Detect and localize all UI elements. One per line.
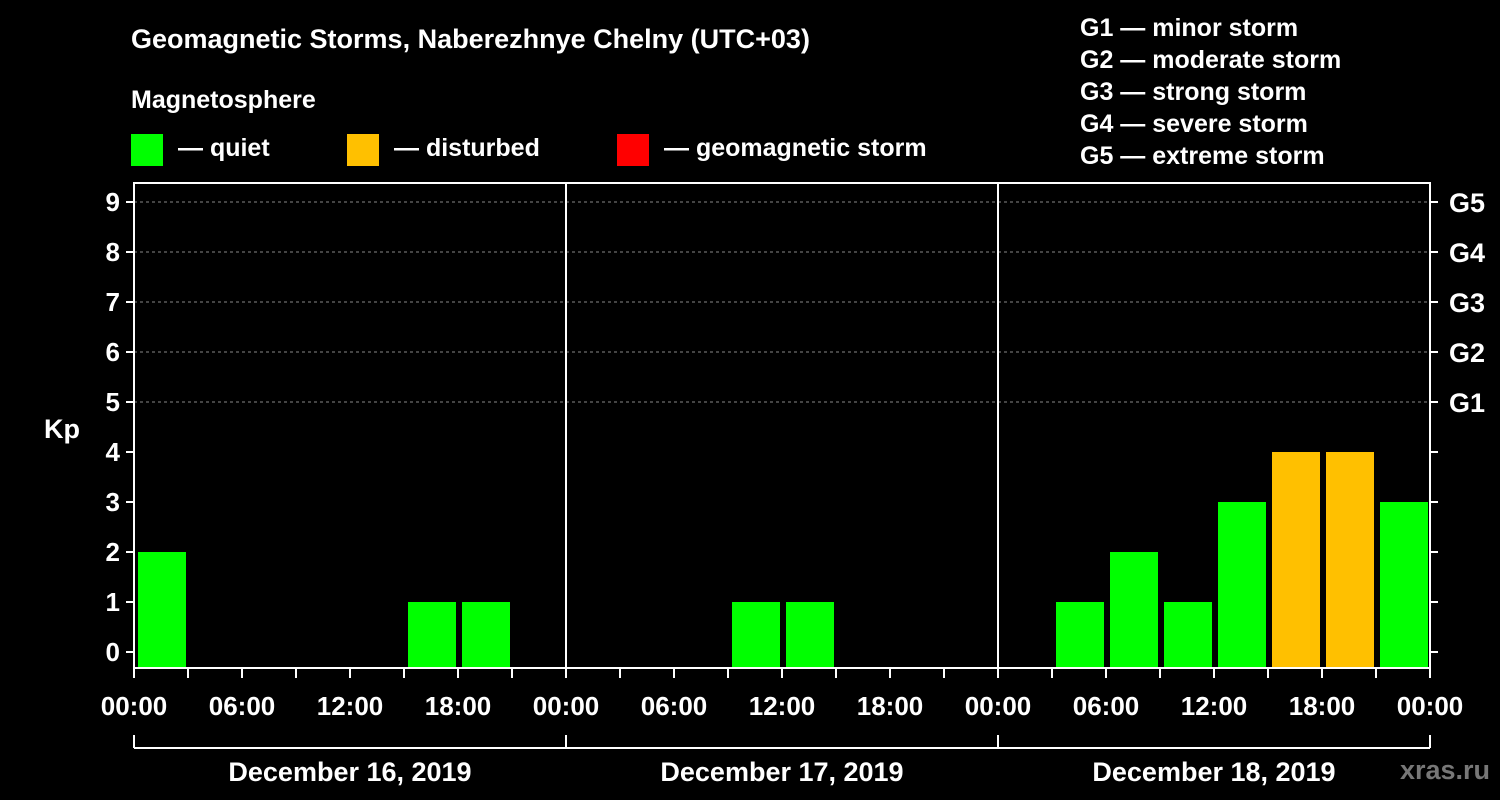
brand-watermark: xras.ru bbox=[1399, 755, 1490, 785]
storm-scale-g5: G5 — extreme storm bbox=[1080, 142, 1325, 170]
bar-day3-slot7 bbox=[1326, 452, 1374, 668]
x-tick-label-12: 00:00 bbox=[1397, 691, 1464, 721]
g-label-G5: G5 bbox=[1449, 188, 1485, 218]
bar-day2-slot4 bbox=[732, 602, 780, 668]
y-tick-label-2: 2 bbox=[106, 537, 120, 567]
day-label-2: December 17, 2019 bbox=[660, 757, 903, 787]
chart-subtitle: Magnetosphere bbox=[131, 86, 316, 114]
bar-day3-slot8 bbox=[1380, 502, 1428, 668]
x-tick-label-3: 18:00 bbox=[425, 691, 492, 721]
g-label-G2: G2 bbox=[1449, 338, 1485, 368]
y-tick-label-7: 7 bbox=[106, 287, 120, 317]
storm-scale-g4: G4 — severe storm bbox=[1080, 110, 1308, 138]
y-tick-label-3: 3 bbox=[106, 487, 120, 517]
y-tick-label-6: 6 bbox=[106, 337, 120, 367]
x-tick-label-10: 12:00 bbox=[1181, 691, 1248, 721]
storm-scale-g3: G3 — strong storm bbox=[1080, 78, 1307, 106]
day-label-1: December 16, 2019 bbox=[228, 757, 471, 787]
bar-day1-slot1 bbox=[138, 552, 186, 668]
x-tick-label-11: 18:00 bbox=[1289, 691, 1356, 721]
bar-day3-slot6 bbox=[1272, 452, 1320, 668]
x-tick-label-8: 00:00 bbox=[965, 691, 1032, 721]
x-tick-label-4: 00:00 bbox=[533, 691, 600, 721]
legend-label-disturbed: — disturbed bbox=[394, 134, 540, 162]
y-tick-label-4: 4 bbox=[106, 437, 121, 467]
y-tick-label-5: 5 bbox=[106, 387, 120, 417]
day-label-3: December 18, 2019 bbox=[1092, 757, 1335, 787]
legend-label-storm: — geomagnetic storm bbox=[664, 134, 927, 162]
storm-scale-g2: G2 — moderate storm bbox=[1080, 46, 1342, 74]
bar-day2-slot5 bbox=[786, 602, 834, 668]
x-tick-label-5: 06:00 bbox=[641, 691, 708, 721]
g-label-G3: G3 bbox=[1449, 288, 1485, 318]
y-tick-label-0: 0 bbox=[106, 637, 120, 667]
legend-swatch-storm bbox=[617, 134, 649, 166]
chart-title: Geomagnetic Storms, Naberezhnye Chelny (… bbox=[131, 24, 810, 54]
bar-day3-slot3 bbox=[1110, 552, 1158, 668]
bar-day3-slot5 bbox=[1218, 502, 1266, 668]
y-axis-label: Kp bbox=[44, 414, 80, 444]
storm-scale-g1: G1 — minor storm bbox=[1080, 14, 1299, 42]
y-tick-label-8: 8 bbox=[106, 237, 120, 267]
g-label-G1: G1 bbox=[1449, 388, 1485, 418]
x-tick-label-1: 06:00 bbox=[209, 691, 276, 721]
x-tick-label-6: 12:00 bbox=[749, 691, 816, 721]
x-tick-label-9: 06:00 bbox=[1073, 691, 1140, 721]
bar-day3-slot2 bbox=[1056, 602, 1104, 668]
bar-day3-slot4 bbox=[1164, 602, 1212, 668]
legend-swatch-disturbed bbox=[347, 134, 379, 166]
g-label-G4: G4 bbox=[1449, 238, 1485, 268]
y-tick-label-9: 9 bbox=[106, 187, 120, 217]
x-tick-label-0: 00:00 bbox=[101, 691, 168, 721]
bar-day1-slot6 bbox=[408, 602, 456, 668]
legend-label-quiet: — quiet bbox=[178, 134, 270, 162]
legend-swatch-quiet bbox=[131, 134, 163, 166]
x-tick-label-2: 12:00 bbox=[317, 691, 384, 721]
x-tick-label-7: 18:00 bbox=[857, 691, 924, 721]
y-tick-label-1: 1 bbox=[106, 587, 120, 617]
bar-day1-slot7 bbox=[462, 602, 510, 668]
